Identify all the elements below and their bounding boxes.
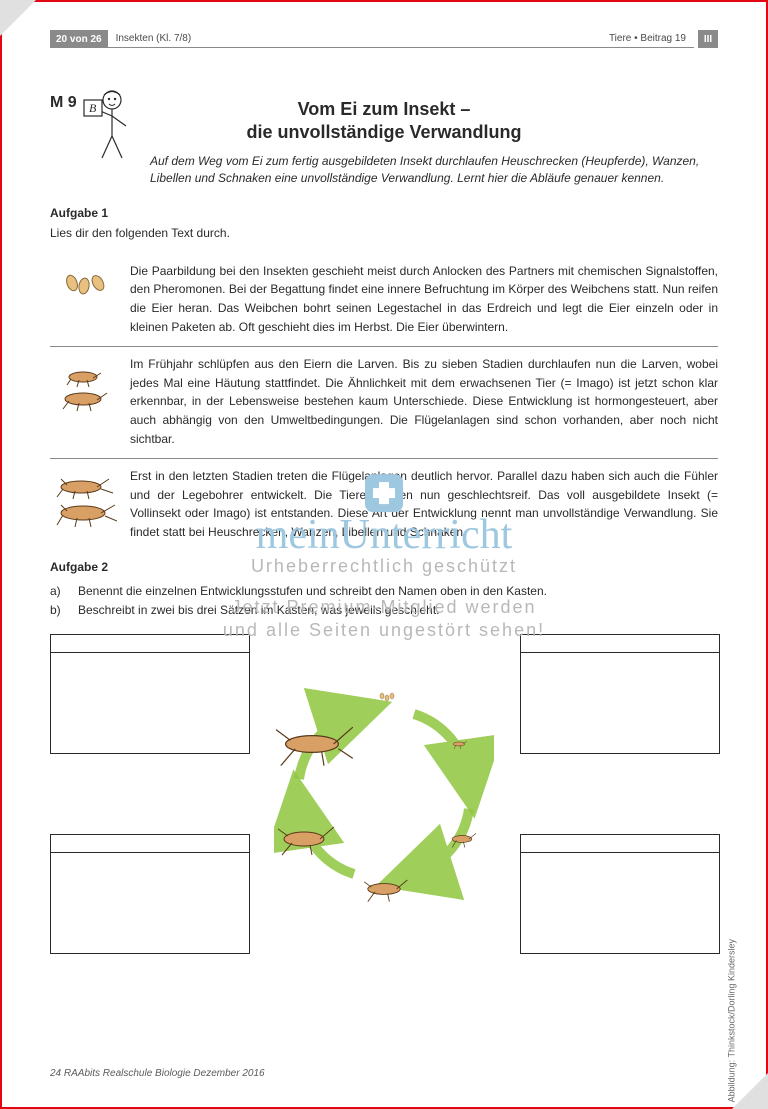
- image-credit: Abbildung: Thinkstock/Dorling Kindersley: [726, 939, 736, 1102]
- page-header: 20 von 26 Insekten (Kl. 7/8) Tiere • Bei…: [50, 30, 718, 48]
- page-fold-bottom-right: [732, 1073, 768, 1109]
- answer-box-2[interactable]: [520, 634, 720, 754]
- box-header: [51, 835, 249, 853]
- text-row-eggs: Die Paarbildung bei den Insekten geschie…: [50, 254, 718, 347]
- header-category: Tiere • Beitrag 19: [601, 30, 694, 48]
- page-of-label: von: [67, 34, 90, 45]
- task-a-text: Benennt die einzelnen Entwicklungsstufen…: [78, 582, 547, 601]
- mascot-icon: B: [80, 86, 140, 166]
- svg-text:B: B: [89, 101, 97, 115]
- lifecycle-diagram-area: [50, 634, 718, 954]
- page-fold-top-left: [0, 0, 36, 36]
- worksheet-page: 20 von 26 Insekten (Kl. 7/8) Tiere • Bei…: [50, 30, 718, 1079]
- box-header: [521, 635, 719, 653]
- task-b: b) Beschreibt in zwei bis drei Sätzen im …: [50, 601, 718, 620]
- imago-icon: [50, 467, 120, 527]
- task-a: a) Benennt die einzelnen Entwicklungsstuf…: [50, 582, 718, 601]
- box-header: [51, 635, 249, 653]
- text-row-larvae: Im Frühjahr schlüpfen aus den Eiern die …: [50, 347, 718, 459]
- page-number: 20: [56, 34, 67, 45]
- title-line1: Vom Ei zum Insekt –: [50, 98, 718, 121]
- header-roman-badge: III: [698, 30, 718, 48]
- box-header: [521, 835, 719, 853]
- task-b-label: b): [50, 601, 68, 620]
- title-block: Vom Ei zum Insekt – die unvollständige V…: [50, 98, 718, 143]
- aufgabe2-tasks: a) Benennt die einzelnen Entwicklungsstuf…: [50, 582, 718, 620]
- page-total: 26: [90, 34, 101, 45]
- aufgabe1-subtext: Lies dir den folgenden Text durch.: [50, 226, 718, 240]
- answer-box-1[interactable]: [50, 634, 250, 754]
- text-imago: Erst in den letzten Stadien treten die F…: [130, 467, 718, 541]
- module-label: M 9: [50, 94, 77, 112]
- intro-text: Auf dem Weg vom Ei zum fertig ausgebilde…: [150, 153, 718, 188]
- lifecycle-cycle-icon: [274, 684, 494, 904]
- eggs-icon: [50, 262, 120, 298]
- title-line2: die unvollständige Verwandlung: [50, 121, 718, 144]
- text-eggs: Die Paarbildung bei den Insekten geschie…: [130, 262, 718, 336]
- task-b-text: Beschreibt in zwei bis drei Sätzen im Ka…: [78, 601, 440, 620]
- page-footer: 24 RAAbits Realschule Biologie Dezember …: [50, 1068, 265, 1079]
- answer-box-4[interactable]: [520, 834, 720, 954]
- text-row-imago: Erst in den letzten Stadien treten die F…: [50, 459, 718, 551]
- answer-box-3[interactable]: [50, 834, 250, 954]
- page-number-badge: 20 von 26: [50, 30, 108, 48]
- aufgabe1-label: Aufgabe 1: [50, 206, 718, 220]
- task-a-label: a): [50, 582, 68, 601]
- header-subject: Insekten (Kl. 7/8): [108, 30, 601, 48]
- larvae-icon: [50, 355, 120, 411]
- text-larvae: Im Frühjahr schlüpfen aus den Eiern die …: [130, 355, 718, 448]
- aufgabe2-label: Aufgabe 2: [50, 560, 718, 574]
